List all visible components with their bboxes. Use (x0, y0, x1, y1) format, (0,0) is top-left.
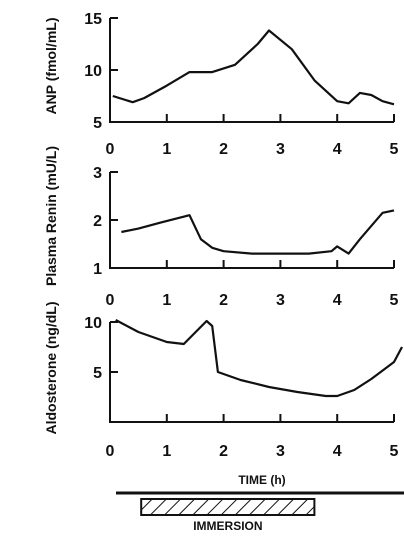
aldosterone-y-ticks: 5 10 (84, 315, 118, 382)
renin-x-tick-label: 0 (106, 292, 115, 309)
anp-line (112, 29, 395, 106)
immersion-bar: IMMERSION (116, 491, 404, 533)
immersion-hatched-box (140, 498, 316, 516)
renin-y-tick-label: 2 (93, 213, 102, 230)
immersion-label: IMMERSION (193, 519, 262, 533)
aldosterone-x-tick-label: 4 (333, 443, 342, 460)
aldosterone-x-tick-label: 1 (162, 443, 171, 460)
anp-axes (109, 18, 394, 123)
aldosterone-line (115, 319, 403, 398)
anp-y-tick-label: 10 (84, 63, 102, 80)
anp-y-label: ANP (fmol/mL) (43, 18, 59, 115)
aldosterone-x-tick-label: 5 (390, 443, 399, 460)
aldosterone-x-tick-label: 0 (106, 443, 115, 460)
anp-x-tick-label: 3 (276, 141, 285, 158)
renin-axes (109, 172, 394, 269)
renin-line (121, 209, 395, 255)
x-axis-label: TIME (h) (238, 473, 285, 487)
renin-x-tick-label: 4 (333, 292, 342, 309)
anp-y-ticks: 5 10 15 (84, 11, 118, 132)
anp-x-tick-label: 0 (106, 141, 115, 158)
renin-y-label: Plasma Renin (mU/L) (43, 146, 59, 286)
anp-y-tick-label: 5 (93, 115, 102, 132)
aldosterone-y-tick-label: 5 (93, 365, 102, 382)
renin-x-tick-label: 1 (162, 292, 171, 309)
anp-x-tick-label: 1 (162, 141, 171, 158)
renin-y-tick-label: 3 (93, 165, 102, 182)
aldosterone-y-label: Aldosterone (ng/dL) (43, 302, 59, 435)
anp-x-tick-label: 5 (390, 141, 399, 158)
renin-y-ticks: 1 2 3 (93, 165, 118, 278)
aldosterone-y-tick-label: 10 (84, 315, 102, 332)
aldosterone-axes (109, 322, 394, 423)
aldosterone-x-ticks: 0 1 2 3 4 5 (106, 414, 399, 460)
anp-x-tick-label: 4 (333, 141, 342, 158)
aldosterone-x-tick-label: 3 (276, 443, 285, 460)
aldosterone-panel: Aldosterone (ng/dL) 5 10 0 1 2 3 4 5 (43, 302, 403, 460)
anp-panel: ANP (fmol/mL) 5 10 15 0 1 2 3 4 5 (43, 11, 399, 158)
aldosterone-x-tick-label: 2 (219, 443, 228, 460)
renin-x-tick-label: 5 (390, 292, 399, 309)
renin-y-tick-label: 1 (93, 261, 102, 278)
renin-x-tick-label: 2 (219, 292, 228, 309)
anp-y-tick-label: 15 (84, 11, 102, 28)
anp-x-tick-label: 2 (219, 141, 228, 158)
renin-x-tick-label: 3 (276, 292, 285, 309)
anp-x-ticks: 0 1 2 3 4 5 (106, 114, 399, 158)
